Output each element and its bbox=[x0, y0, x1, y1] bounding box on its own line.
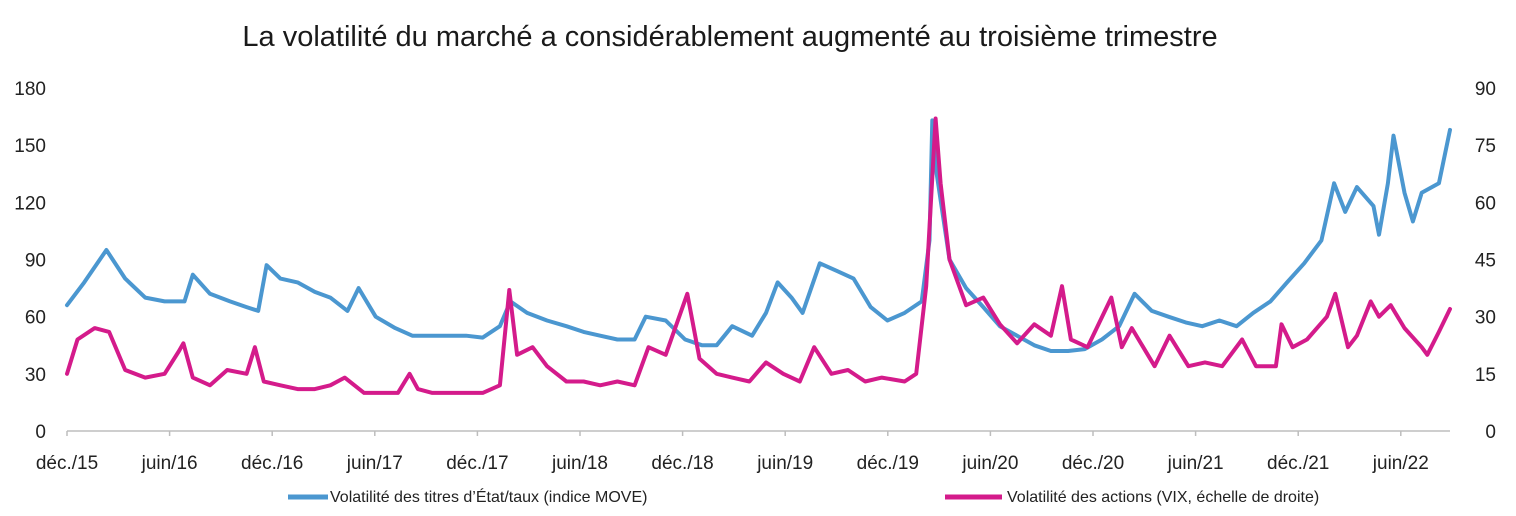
x-tick-label: juin/18 bbox=[551, 453, 608, 474]
x-tick-label: déc./21 bbox=[1267, 453, 1329, 474]
y-right-tick-label: 30 bbox=[1475, 308, 1496, 329]
legend: Volatilité des titres d’État/taux (indic… bbox=[288, 487, 1319, 506]
legend-label-vix: Volatilité des actions (VIX, échelle de … bbox=[1007, 489, 1319, 506]
y-left-tick-label: 30 bbox=[25, 365, 46, 386]
x-tick-label: déc./15 bbox=[36, 453, 98, 474]
right-axis-ticks: 0 15 30 45 60 75 90 bbox=[1475, 79, 1496, 443]
y-left-tick-label: 150 bbox=[14, 136, 46, 157]
x-tick-label: juin/16 bbox=[141, 453, 198, 474]
x-tick-label: juin/19 bbox=[756, 453, 813, 474]
x-tick-label: déc./20 bbox=[1062, 453, 1124, 474]
legend-label-move: Volatilité des titres d’État/taux (indic… bbox=[330, 487, 647, 506]
chart-title: La volatilité du marché a considérableme… bbox=[242, 21, 1217, 53]
series-line-vix bbox=[65, 116, 1452, 395]
y-left-tick-label: 60 bbox=[25, 308, 46, 329]
y-right-tick-label: 75 bbox=[1475, 136, 1496, 157]
y-left-tick-label: 120 bbox=[14, 193, 46, 214]
x-axis: déc./15 juin/16 déc./16 juin/17 déc./17 juin/… bbox=[36, 430, 1450, 474]
legend-item-move: Volatilité des titres d’État/taux (indic… bbox=[288, 487, 647, 506]
y-right-tick-label: 90 bbox=[1475, 79, 1496, 100]
series-line-move bbox=[65, 118, 1452, 353]
x-tick-label: juin/20 bbox=[961, 453, 1018, 474]
y-left-tick-label: 0 bbox=[35, 422, 46, 443]
x-tick-label: déc./18 bbox=[651, 453, 713, 474]
y-right-tick-label: 60 bbox=[1475, 193, 1496, 214]
x-tick-label: déc./17 bbox=[446, 453, 508, 474]
x-tick-label: déc./16 bbox=[241, 453, 303, 474]
x-tick-label: déc./19 bbox=[857, 453, 919, 474]
left-axis-ticks: 0 30 60 90 120 150 180 bbox=[14, 79, 46, 443]
x-tick-label: juin/21 bbox=[1167, 453, 1224, 474]
x-tick-label: juin/17 bbox=[346, 453, 403, 474]
y-right-tick-label: 0 bbox=[1485, 422, 1496, 443]
plot-area bbox=[65, 116, 1452, 395]
y-left-tick-label: 90 bbox=[25, 251, 46, 272]
legend-item-vix: Volatilité des actions (VIX, échelle de … bbox=[945, 489, 1319, 506]
y-left-tick-label: 180 bbox=[14, 79, 46, 100]
x-tick-label: juin/22 bbox=[1372, 453, 1429, 474]
y-right-tick-label: 15 bbox=[1475, 365, 1496, 386]
y-right-tick-label: 45 bbox=[1475, 251, 1496, 272]
